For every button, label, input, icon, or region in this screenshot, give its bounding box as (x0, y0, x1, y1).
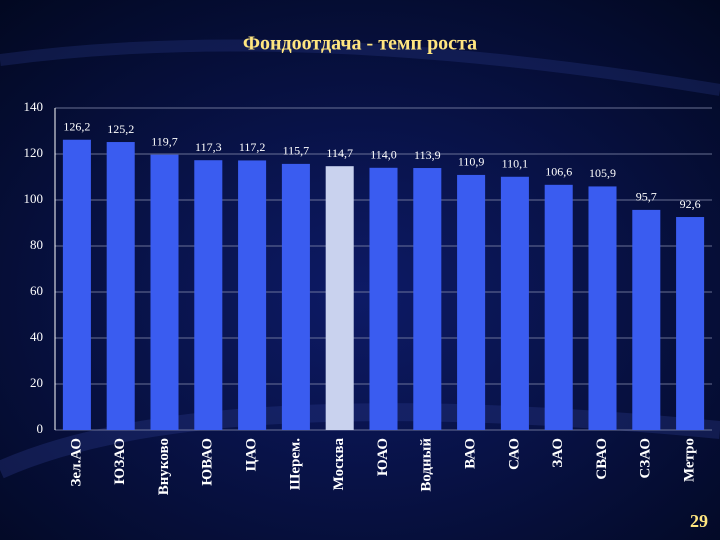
value-label: 125,2 (107, 122, 134, 136)
x-tick-label: СЗАО (638, 438, 654, 479)
bar (194, 160, 223, 430)
bar (62, 139, 91, 431)
bar (676, 217, 705, 430)
x-tick-label: СВАО (594, 438, 610, 480)
value-label: 117,2 (239, 140, 266, 154)
x-tick-label: ЗАО (550, 438, 566, 468)
y-tick-label: 100 (24, 191, 44, 206)
value-label: 106,6 (545, 165, 572, 179)
y-tick-label: 140 (24, 99, 44, 114)
value-label: 110,9 (458, 155, 485, 169)
bar (500, 176, 529, 430)
bar (281, 163, 310, 430)
y-tick-label: 0 (37, 421, 44, 436)
decoration (0, 39, 720, 96)
y-tick-label: 20 (30, 375, 43, 390)
x-tick-label: Метро (682, 438, 698, 482)
bar (150, 154, 179, 430)
x-tick-label: ЮЗАО (112, 438, 128, 485)
bar (238, 160, 267, 430)
y-tick-label: 80 (30, 237, 43, 252)
bar (325, 166, 354, 430)
value-label: 114,0 (370, 148, 397, 162)
x-tick-label: ЦАО (244, 438, 260, 471)
x-tick-label: ЮВАО (200, 438, 216, 486)
bar (588, 186, 617, 430)
y-tick-label: 60 (30, 283, 43, 298)
value-label: 114,7 (326, 146, 353, 160)
chart-title: Фондоотдача - темп роста (243, 33, 477, 55)
page-number: 29 (690, 511, 708, 531)
value-label: 110,1 (502, 157, 529, 171)
value-label: 126,2 (63, 119, 90, 133)
x-tick-label: ВАО (463, 438, 479, 469)
value-label: 105,9 (589, 166, 616, 180)
value-label: 115,7 (283, 144, 310, 158)
x-tick-label: Шерем. (287, 438, 303, 490)
x-tick-label: Внуково (156, 438, 172, 495)
value-label: 113,9 (414, 148, 441, 162)
bar (632, 209, 661, 430)
x-tick-label: Москва (331, 438, 347, 491)
value-label: 95,7 (636, 190, 657, 204)
x-tick-label: ЮАО (375, 438, 391, 476)
bar (457, 174, 486, 430)
value-label: 117,3 (195, 140, 222, 154)
x-tick-label: Водный (419, 438, 435, 492)
value-label: 92,6 (680, 197, 701, 211)
bar (106, 142, 135, 431)
x-tick-label: САО (506, 438, 522, 470)
bar (544, 184, 573, 430)
y-tick-label: 40 (30, 329, 43, 344)
y-tick-label: 120 (24, 145, 44, 160)
bar (413, 168, 442, 430)
value-label: 119,7 (151, 134, 178, 148)
x-tick-label: Зел.АО (68, 438, 84, 487)
decoration (0, 403, 720, 479)
bar (369, 167, 398, 431)
